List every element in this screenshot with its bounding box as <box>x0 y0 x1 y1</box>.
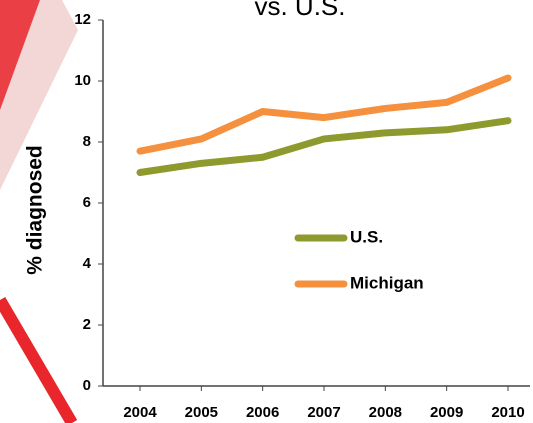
decoration <box>0 296 78 423</box>
y-tick-label: 10 <box>74 72 91 89</box>
y-tick-label: 0 <box>83 377 91 394</box>
chart-title: vs. U.S. <box>254 0 345 21</box>
y-tick-label: 4 <box>83 255 92 272</box>
y-axis-label: % diagnosed <box>24 145 47 275</box>
x-tick-label: 2010 <box>491 404 524 421</box>
y-tick-label: 2 <box>83 316 91 333</box>
x-tick-label: 2004 <box>123 404 157 421</box>
decoration <box>0 0 40 110</box>
y-tick-label: 6 <box>83 194 91 211</box>
data-line <box>136 117 512 176</box>
x-tick-label: 2005 <box>185 404 218 421</box>
data-line <box>136 74 512 155</box>
legend-label: Michigan <box>350 273 424 292</box>
legend-label: U.S. <box>350 227 383 246</box>
x-tick-label: 2007 <box>307 404 340 421</box>
x-tick-label: 2008 <box>369 404 402 421</box>
x-tick-label: 2009 <box>430 404 463 421</box>
x-tick-label: 2006 <box>246 404 279 421</box>
y-tick-label: 8 <box>83 133 91 150</box>
y-tick-label: 12 <box>74 11 91 28</box>
